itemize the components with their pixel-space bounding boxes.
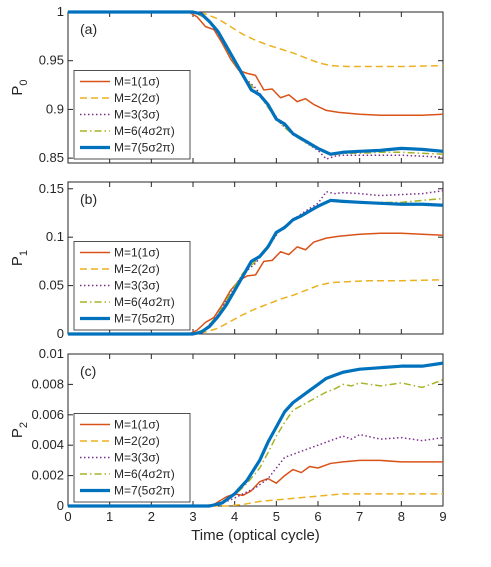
panel-b-legend-label: M=1(1σ) — [114, 246, 160, 260]
panel-b-ylabel-sub: 1 — [18, 250, 30, 256]
panel-c-label: (c) — [80, 363, 96, 379]
series-line-b — [68, 198, 444, 336]
x-tick-label: 1 — [106, 509, 113, 524]
series-line-a — [68, 11, 444, 68]
panel-a-ytick-label: 0.95 — [39, 53, 64, 68]
panel-b-legend-label: M=6(4σ2π) — [114, 295, 175, 309]
panel-a-legend-label: M=3(3σ) — [114, 108, 160, 122]
panel-c-ticks: 0 0.002 0.004 0.006 0.008 0.01 0 1 2 3 4 5 6 7 8 9 — [31, 346, 446, 524]
panel-c-ylabel: P2 — [9, 422, 30, 438]
x-tick-label: 7 — [356, 509, 363, 524]
panel-b-ytick-label: 0.1 — [46, 229, 64, 244]
panel-a-legend-label: M=2(2σ) — [114, 91, 160, 105]
panel-a: 0.85 0.9 0.95 1 (a) P0 M=1(1σ) M=2(2σ) M=3(3σ… — [9, 4, 444, 165]
panel-c-ytick-label: 0.008 — [31, 376, 64, 391]
panel-c-ytick-label: 0.004 — [31, 437, 64, 452]
panel-b-ylabel: P1 — [9, 250, 30, 266]
panel-b-ytick-label: 0 — [57, 326, 64, 341]
x-tick-label: 6 — [314, 509, 321, 524]
panel-a-legend-label: M=7(5σ2π) — [114, 141, 175, 155]
panel-a-legend-label: M=6(4σ2π) — [114, 124, 175, 138]
panel-b-ytick-label: 0.05 — [39, 278, 64, 293]
panel-c-legend-label: M=3(3σ) — [114, 451, 160, 465]
series-line-b — [68, 279, 444, 335]
panel-c-legend-label: M=2(2σ) — [114, 434, 160, 448]
panel-b-ylabel-main: P — [9, 256, 26, 266]
x-tick-label: 5 — [273, 509, 280, 524]
panel-a-ticks: 0.85 0.9 0.95 1 — [39, 4, 444, 165]
series-line-c — [68, 361, 444, 508]
x-tick-label: 4 — [231, 509, 238, 524]
panel-a-ytick-label: 0.9 — [46, 101, 64, 116]
panel-c-legend-label: M=7(5σ2π) — [114, 484, 175, 498]
panel-b-legend-label: M=7(5σ2π) — [114, 312, 175, 326]
panel-c-ytick-label: 0 — [57, 498, 64, 513]
panel-a-ylabel-sub: 0 — [18, 79, 30, 85]
panel-a-series — [68, 10, 444, 160]
panel-c-ytick-label: 0.006 — [31, 407, 64, 422]
x-tick-label: 9 — [439, 509, 446, 524]
x-axis-label: Time (optical cycle) — [191, 527, 320, 544]
panel-c-ytick-label: 0.002 — [31, 468, 64, 483]
panel-a-ytick-label: 0.85 — [39, 150, 64, 165]
panel-c-series — [68, 361, 444, 508]
series-line-a — [68, 11, 444, 117]
panel-b-series — [68, 189, 444, 336]
x-tick-label: 2 — [148, 509, 155, 524]
panel-a-legend: M=1(1σ) M=2(2σ) M=3(3σ) M=6(4σ2π) M=7(5σ2π) — [73, 70, 191, 160]
x-tick-label: 8 — [398, 509, 405, 524]
panel-b: 0 0.05 0.1 0.15 (b) P1 M=1(1σ) M=2(2σ) M=3(3σ… — [9, 181, 444, 341]
panel-b-ticks: 0 0.05 0.1 0.15 — [39, 181, 444, 341]
panel-b-legend: M=1(1σ) M=2(2σ) M=3(3σ) M=6(4σ2π) M=7(5σ2π) — [73, 241, 191, 331]
panel-c-legend-label: M=6(4σ2π) — [114, 467, 175, 481]
panel-a-label: (a) — [80, 21, 97, 37]
series-line-b — [68, 232, 444, 335]
series-line-c — [68, 493, 443, 507]
series-line-c — [68, 433, 444, 507]
panel-b-ytick-label: 0.15 — [39, 181, 64, 196]
panel-b-legend-label: M=3(3σ) — [114, 279, 160, 293]
series-line-a — [68, 10, 444, 156]
x-tick-label: 0 — [64, 509, 71, 524]
panel-a-ylabel: P0 — [9, 79, 30, 95]
panel-c-ytick-label: 0.01 — [39, 346, 64, 361]
x-tick-label: 3 — [189, 509, 196, 524]
panel-c-ylabel-sub: 2 — [18, 422, 30, 428]
panel-a-ylabel-main: P — [9, 86, 26, 96]
panel-b-label: (b) — [80, 191, 97, 207]
panel-c-ylabel-main: P — [9, 428, 26, 438]
panel-b-legend-label: M=2(2σ) — [114, 262, 160, 276]
panel-a-legend-label: M=1(1σ) — [114, 75, 160, 89]
panel-a-ytick-label: 1 — [57, 4, 64, 19]
panel-c-legend-label: M=1(1σ) — [114, 418, 160, 432]
panel-c-legend: M=1(1σ) M=2(2σ) M=3(3σ) M=6(4σ2π) M=7(5σ2π) — [73, 413, 191, 503]
